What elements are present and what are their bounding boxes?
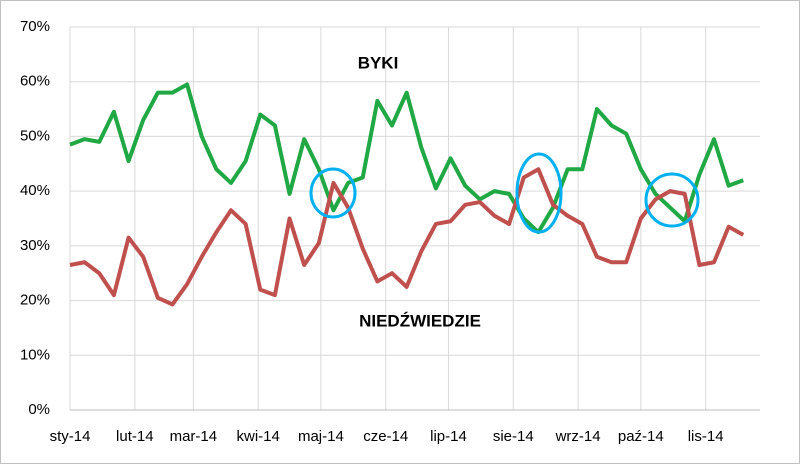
y-tick-label: 0% bbox=[28, 401, 50, 418]
y-tick-label: 30% bbox=[20, 237, 50, 254]
x-tick-label: lip-14 bbox=[430, 428, 467, 445]
y-tick-label: 40% bbox=[20, 182, 50, 199]
highlight-circle bbox=[309, 167, 357, 219]
x-tick-label: maj-14 bbox=[298, 428, 344, 445]
series-line bbox=[69, 82, 744, 235]
lines bbox=[69, 82, 745, 307]
highlight-circle bbox=[644, 172, 700, 228]
series-label: NIEDŹWIEDZIE bbox=[359, 311, 481, 330]
x-tick-label: sty-14 bbox=[50, 428, 91, 445]
grid: 0% 10% 20% 30% 40% 50% 60% 70% sty-14 lut-14 mar-1… bbox=[20, 18, 760, 445]
y-tick-label: 60% bbox=[20, 73, 50, 90]
y-tick-label: 50% bbox=[20, 127, 50, 144]
y-tick-label: 20% bbox=[20, 292, 50, 309]
x-tick-label: lut-14 bbox=[116, 428, 154, 445]
x-tick-label: lis-14 bbox=[688, 428, 724, 445]
x-tick-label: kwi-14 bbox=[237, 428, 280, 445]
y-tick-label: 70% bbox=[20, 18, 50, 35]
x-tick-label: sie-14 bbox=[493, 428, 534, 445]
x-tick-label: wrz-14 bbox=[555, 428, 601, 445]
series-label: BYKI bbox=[358, 53, 399, 72]
x-tick-label: cze-14 bbox=[363, 428, 408, 445]
y-tick-label: 10% bbox=[20, 346, 50, 363]
x-tick-label: mar-14 bbox=[170, 428, 218, 445]
x-tick-label: paź-14 bbox=[618, 428, 664, 445]
highlight-circle bbox=[515, 152, 563, 234]
series-line bbox=[69, 167, 745, 307]
